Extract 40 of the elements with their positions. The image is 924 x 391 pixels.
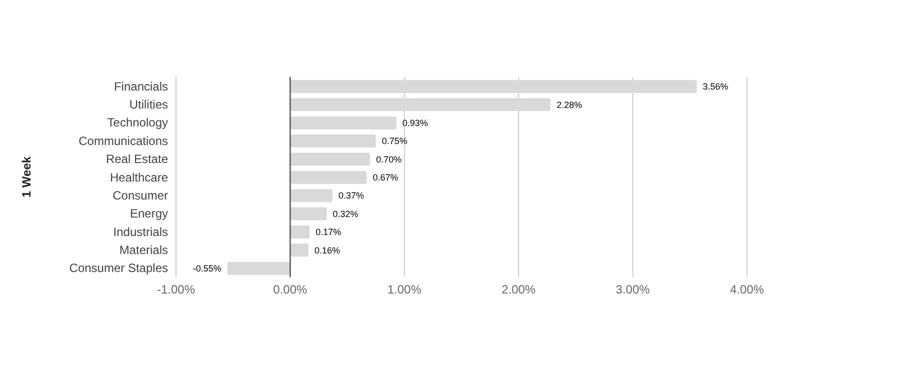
x-tick-label: 0.00%	[273, 282, 308, 297]
data-label: 3.56%	[702, 82, 728, 92]
y-tick-label: Industrials	[113, 224, 168, 239]
bar	[290, 98, 551, 112]
bar	[290, 189, 332, 202]
y-tick-label: Consumer	[112, 188, 168, 202]
y-tick-label: Energy	[130, 206, 168, 221]
bar	[290, 244, 308, 257]
y-axis-title: 1 Week	[19, 156, 34, 198]
bar	[290, 152, 370, 166]
y-tick-label: Financials	[114, 79, 168, 94]
bar	[290, 225, 310, 238]
x-tick-label: 2.00%	[502, 282, 536, 297]
x-tick-label: -1.00%	[156, 282, 196, 297]
bar	[290, 116, 396, 130]
y-tick-label: Communications	[78, 134, 168, 148]
data-label: 0.67%	[372, 172, 398, 183]
y-tick-label: Consumer Staples	[69, 261, 168, 276]
bar	[290, 80, 697, 93]
data-label: 0.16%	[314, 245, 340, 256]
bar	[290, 170, 367, 184]
x-tick-label: 4.00%	[730, 282, 764, 297]
y-tick-label: Real Estate	[106, 152, 168, 166]
y-tick-label: Technology	[107, 116, 168, 130]
x-tick-label: 3.00%	[616, 282, 650, 297]
data-label: 0.70%	[376, 154, 402, 164]
x-tick-label: 1.00%	[387, 282, 422, 297]
data-label: -0.55%	[192, 263, 222, 274]
data-label: 0.17%	[316, 227, 342, 238]
data-label: 0.93%	[402, 118, 428, 128]
data-label: 0.32%	[332, 208, 358, 219]
bar	[290, 207, 327, 220]
y-tick-label: Utilities	[129, 98, 168, 112]
y-tick-label: Materials	[119, 242, 168, 257]
data-label: 0.37%	[338, 190, 364, 201]
data-label: 0.75%	[382, 136, 408, 146]
bar	[290, 134, 376, 148]
bar	[227, 262, 290, 275]
data-label: 2.28%	[556, 100, 582, 110]
y-tick-label: Healthcare	[110, 170, 168, 184]
